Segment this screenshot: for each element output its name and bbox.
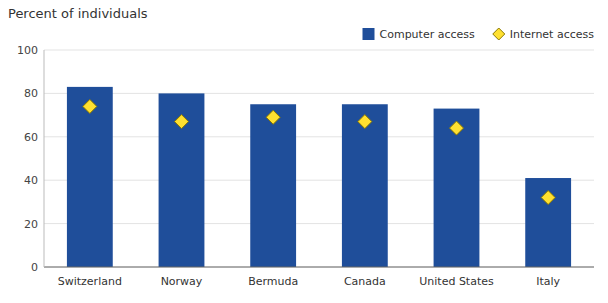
legend-swatch: [363, 28, 375, 40]
grid-line: [44, 180, 594, 181]
x-tick-label: Switzerland: [58, 275, 122, 288]
series-0: [67, 87, 571, 267]
y-tick-label: 60: [24, 131, 38, 144]
x-tick-label: Bermuda: [248, 275, 298, 288]
diamond-marker: [358, 115, 372, 129]
bar: [342, 104, 388, 267]
bar: [67, 87, 113, 267]
grid-line: [44, 136, 594, 137]
diamond-marker: [83, 99, 97, 113]
legend: Computer access Internet access: [363, 28, 595, 41]
diamond-marker: [175, 115, 189, 129]
legend-swatch: [493, 28, 505, 40]
grid-line: [44, 93, 594, 94]
x-tick-label: Canada: [344, 275, 386, 288]
legend-label: Internet access: [510, 28, 595, 41]
y-tick-label: 100: [17, 44, 38, 57]
x-tick-label: United States: [419, 275, 494, 288]
y-axis-label: Percent of individuals: [8, 6, 148, 21]
y-axis-line: [44, 50, 45, 267]
diamond-marker: [266, 110, 280, 124]
chart-container: Percent of individuals 0 20 40 60 80 100 Switze…: [0, 0, 608, 303]
bar: [525, 178, 571, 267]
y-tick-label: 20: [24, 218, 38, 231]
diamond-marker: [450, 121, 464, 135]
legend-item: Internet access: [493, 28, 595, 41]
x-tick-label: Italy: [536, 275, 560, 288]
grid-line: [44, 267, 594, 268]
y-tick-label: 0: [31, 261, 38, 274]
x-tick-label: Norway: [161, 275, 203, 288]
legend-item: Computer access: [363, 28, 476, 41]
diamond-marker: [541, 191, 555, 205]
x-axis-line: [44, 267, 594, 268]
legend-label: Computer access: [380, 28, 476, 41]
y-grid: 0 20 40 60 80 100: [17, 44, 594, 274]
bar: [434, 109, 480, 267]
grid-line: [44, 50, 594, 51]
grid-line: [44, 223, 594, 224]
chart-svg: Percent of individuals 0 20 40 60 80 100 Switze…: [0, 0, 608, 303]
bar: [159, 93, 205, 267]
bar: [250, 104, 296, 267]
plot-marks: [67, 87, 571, 267]
y-tick-label: 40: [24, 174, 38, 187]
x-axis-labels: Switzerland Norway Bermuda Canada United Sta…: [58, 275, 561, 288]
y-tick-label: 80: [24, 87, 38, 100]
series-1: [83, 99, 555, 204]
